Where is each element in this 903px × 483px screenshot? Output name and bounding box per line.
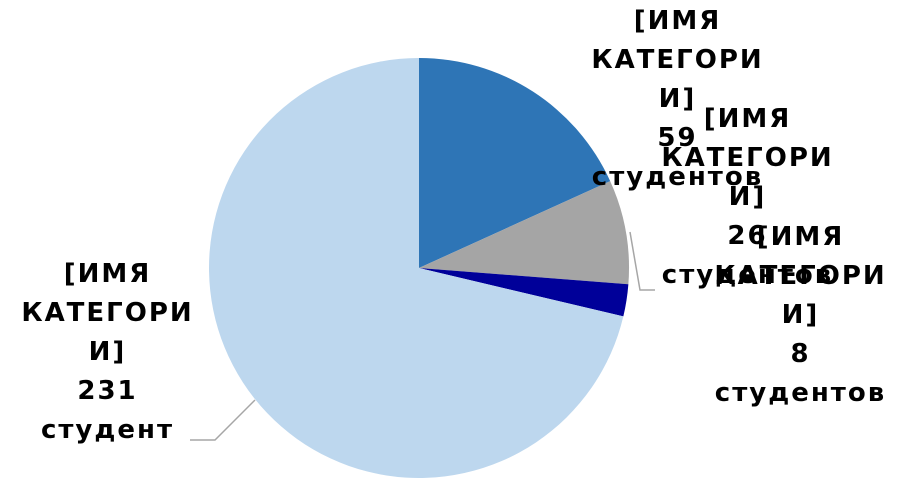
category-name: [ИМЯ КАТЕГОРИИ] (714, 222, 887, 330)
data-label: [ИМЯ КАТЕГОРИИ] 231 студент (15, 255, 200, 450)
value-label: 59 студентов (591, 123, 764, 192)
leader-line (190, 399, 256, 441)
pie-slice (419, 181, 629, 285)
pie-slice (208, 58, 624, 478)
category-name: [ИМЯ КАТЕГОРИИ] (21, 259, 194, 367)
value-label: 231 студент (40, 376, 175, 445)
data-label: [ИМЯ КАТЕГОРИИ] 26 студентов (655, 100, 840, 295)
value-label: 8 студентов (714, 339, 887, 408)
pie-slice (419, 58, 611, 268)
value-label: 26 студентов (661, 221, 834, 290)
data-label: [ИМЯ КАТЕГОРИИ] 59 студентов (585, 2, 770, 197)
pie-slice (419, 268, 629, 317)
leader-line (629, 231, 655, 291)
data-label: [ИМЯ КАТЕГОРИИ] 8 студентов (708, 218, 893, 413)
category-name: [ИМЯ КАТЕГОРИИ] (591, 6, 764, 114)
category-name: [ИМЯ КАТЕГОРИИ] (661, 104, 834, 212)
